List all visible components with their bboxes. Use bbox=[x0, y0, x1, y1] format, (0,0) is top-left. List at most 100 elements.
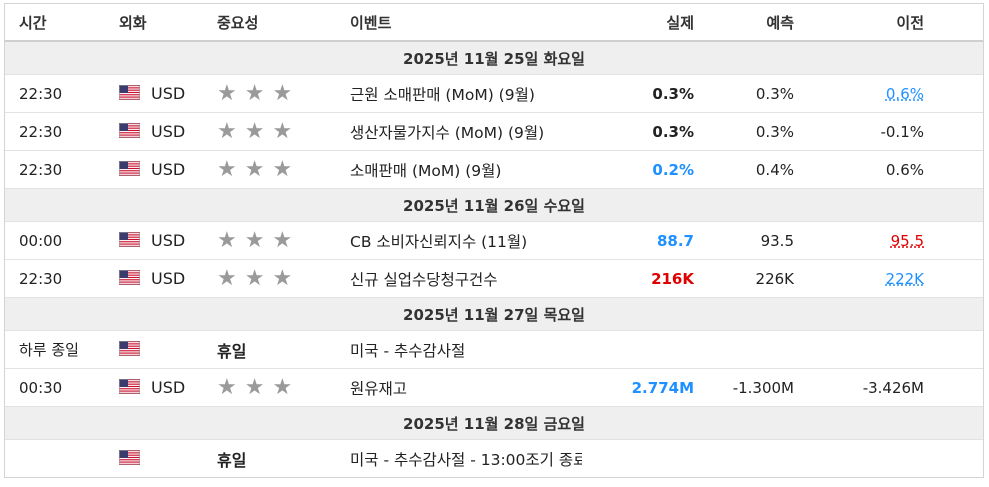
day-label: 2025년 11월 25일 화요일 bbox=[5, 40, 983, 75]
star-icon: ★ bbox=[217, 265, 245, 291]
event-row[interactable]: 22:30 USD ★★★ 근원 소매판매 (MoM) (9월) 0.3% 0.3% 0.6… bbox=[5, 74, 983, 113]
us-flag-icon bbox=[119, 450, 140, 465]
event-actual: 0.3% bbox=[582, 112, 694, 151]
event-forecast: 226K bbox=[694, 259, 794, 298]
star-icon: ★ bbox=[217, 156, 245, 182]
event-actual bbox=[582, 330, 694, 369]
previous-value[interactable]: 222K bbox=[885, 269, 924, 288]
event-name[interactable]: 원유재고 bbox=[350, 368, 582, 407]
header-row: 시간 외화 중요성 이벤트 실제 예측 이전 bbox=[5, 4, 983, 42]
star-icon: ★ bbox=[272, 118, 301, 144]
event-importance: ★★★ bbox=[217, 74, 350, 113]
star-icon: ★ bbox=[244, 118, 273, 144]
us-flag-icon bbox=[119, 123, 140, 138]
event-name[interactable]: 신규 실업수당청구건수 bbox=[350, 259, 582, 298]
previous-value[interactable]: 95.5 bbox=[890, 231, 924, 250]
event-importance: ★★★ bbox=[217, 259, 350, 298]
us-flag-icon bbox=[119, 161, 140, 176]
event-row[interactable]: 00:30 USD ★★★ 원유재고 2.774M -1.300M -3.426M bbox=[5, 368, 983, 407]
us-flag-icon bbox=[119, 341, 140, 356]
header-actual[interactable]: 실제 bbox=[582, 4, 694, 42]
currency-code: USD bbox=[151, 231, 186, 250]
day-label: 2025년 11월 27일 목요일 bbox=[5, 297, 983, 331]
event-time bbox=[5, 439, 119, 477]
event-time: 하루 종일 bbox=[5, 330, 119, 369]
event-importance: 휴일 bbox=[217, 439, 350, 477]
event-forecast bbox=[694, 439, 794, 477]
event-previous bbox=[794, 439, 983, 477]
event-actual: 216K bbox=[582, 259, 694, 298]
header-time[interactable]: 시간 bbox=[5, 4, 119, 42]
header-importance[interactable]: 중요성 bbox=[217, 4, 350, 42]
event-importance: ★★★ bbox=[217, 221, 350, 260]
event-time: 22:30 bbox=[5, 150, 119, 189]
event-currency: USD bbox=[119, 74, 217, 113]
event-actual: 0.3% bbox=[582, 74, 694, 113]
calendar-table: 시간 외화 중요성 이벤트 실제 예측 이전 2025년 11월 25일 화요일… bbox=[5, 4, 983, 477]
economic-calendar: 시간 외화 중요성 이벤트 실제 예측 이전 2025년 11월 25일 화요일… bbox=[4, 3, 984, 478]
day-header-row: 2025년 11월 28일 금요일 bbox=[5, 406, 983, 440]
event-row[interactable]: 휴일 미국 - 추수감사절 - 13:00조기 종료 bbox=[5, 439, 983, 477]
star-icon: ★ bbox=[217, 118, 245, 144]
event-row[interactable]: 00:00 USD ★★★ CB 소비자신뢰지수 (11월) 88.7 93.5 95.5 bbox=[5, 221, 983, 260]
event-previous[interactable]: 0.6% bbox=[794, 74, 983, 113]
event-row[interactable]: 22:30 USD ★★★ 신규 실업수당청구건수 216K 226K 222K bbox=[5, 259, 983, 298]
event-currency: USD bbox=[119, 112, 217, 151]
day-header-row: 2025년 11월 26일 수요일 bbox=[5, 188, 983, 222]
event-name[interactable]: 생산자물가지수 (MoM) (9월) bbox=[350, 112, 582, 151]
currency-code: USD bbox=[151, 122, 186, 141]
header-currency[interactable]: 외화 bbox=[119, 4, 217, 42]
event-name[interactable]: 미국 - 추수감사절 - 13:00조기 종료 bbox=[350, 439, 582, 477]
event-name[interactable]: 미국 - 추수감사절 bbox=[350, 330, 582, 369]
currency-code: USD bbox=[151, 160, 186, 179]
event-name[interactable]: 근원 소매판매 (MoM) (9월) bbox=[350, 74, 582, 113]
event-row[interactable]: 22:30 USD ★★★ 소매판매 (MoM) (9월) 0.2% 0.4% 0.6% bbox=[5, 150, 983, 189]
us-flag-icon bbox=[119, 270, 140, 285]
event-forecast: -1.300M bbox=[694, 368, 794, 407]
event-actual: 2.774M bbox=[582, 368, 694, 407]
event-time: 00:30 bbox=[5, 368, 119, 407]
star-icon: ★ bbox=[272, 265, 301, 291]
star-icon: ★ bbox=[244, 80, 273, 106]
previous-value: -3.426M bbox=[862, 378, 924, 397]
event-currency bbox=[119, 439, 217, 477]
header-previous[interactable]: 이전 bbox=[794, 4, 983, 42]
star-icon: ★ bbox=[244, 265, 273, 291]
event-time: 22:30 bbox=[5, 259, 119, 298]
star-icon: ★ bbox=[244, 374, 273, 400]
us-flag-icon bbox=[119, 85, 140, 100]
event-previous: -3.426M bbox=[794, 368, 983, 407]
star-icon: ★ bbox=[244, 227, 273, 253]
star-icon: ★ bbox=[217, 80, 245, 106]
star-icon: ★ bbox=[272, 227, 301, 253]
event-previous[interactable]: 95.5 bbox=[794, 221, 983, 260]
event-importance: ★★★ bbox=[217, 112, 350, 151]
event-name[interactable]: CB 소비자신뢰지수 (11월) bbox=[350, 221, 582, 260]
event-currency: USD bbox=[119, 259, 217, 298]
star-icon: ★ bbox=[244, 156, 273, 182]
event-forecast: 0.3% bbox=[694, 112, 794, 151]
event-previous[interactable]: 222K bbox=[794, 259, 983, 298]
event-actual: 0.2% bbox=[582, 150, 694, 189]
event-forecast: 93.5 bbox=[694, 221, 794, 260]
event-time: 22:30 bbox=[5, 112, 119, 151]
day-header-row: 2025년 11월 27일 목요일 bbox=[5, 297, 983, 331]
event-row[interactable]: 하루 종일 휴일 미국 - 추수감사절 bbox=[5, 330, 983, 369]
event-name[interactable]: 소매판매 (MoM) (9월) bbox=[350, 150, 582, 189]
event-actual bbox=[582, 439, 694, 477]
star-icon: ★ bbox=[217, 374, 245, 400]
event-row[interactable]: 22:30 USD ★★★ 생산자물가지수 (MoM) (9월) 0.3% 0.3% -0.… bbox=[5, 112, 983, 151]
event-previous bbox=[794, 330, 983, 369]
holiday-label: 휴일 bbox=[217, 341, 247, 361]
event-importance: ★★★ bbox=[217, 368, 350, 407]
currency-code: USD bbox=[151, 269, 186, 288]
day-header-row: 2025년 11월 25일 화요일 bbox=[5, 40, 983, 75]
star-icon: ★ bbox=[272, 374, 301, 400]
star-icon: ★ bbox=[217, 227, 245, 253]
header-event[interactable]: 이벤트 bbox=[350, 4, 582, 42]
event-previous: -0.1% bbox=[794, 112, 983, 151]
calendar-body: 2025년 11월 25일 화요일 22:30 USD ★★★ 근원 소매판매 (MoM… bbox=[5, 40, 983, 477]
header-forecast[interactable]: 예측 bbox=[694, 4, 794, 42]
event-importance: 휴일 bbox=[217, 330, 350, 369]
previous-value[interactable]: 0.6% bbox=[885, 84, 924, 103]
